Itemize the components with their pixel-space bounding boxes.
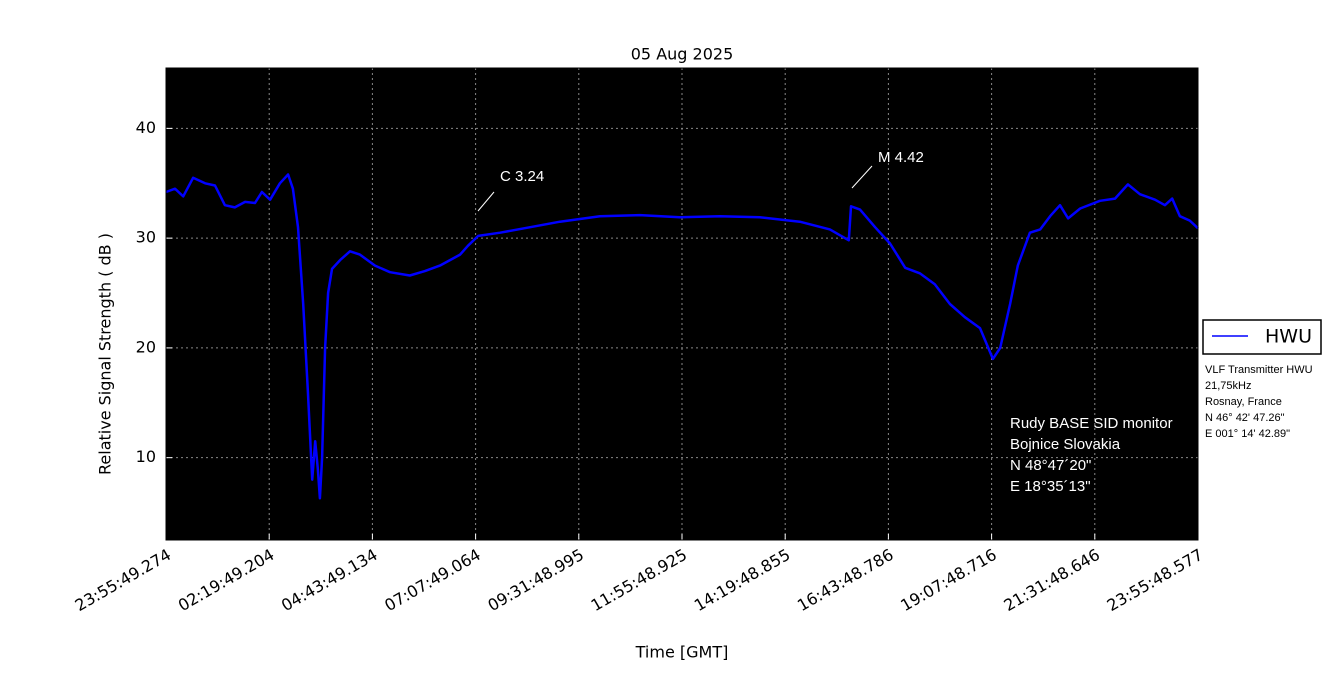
- legend-label: HWU: [1265, 326, 1312, 348]
- y-tick-label: 20: [136, 337, 156, 356]
- annotation-pointer: [851, 165, 873, 189]
- x-tick-label: 02:19:49.204: [175, 545, 278, 615]
- plot-frame: [165, 67, 1199, 541]
- chart-title: 05 Aug 2025: [631, 45, 734, 64]
- station-info: Rudy BASE SID monitor: [1010, 415, 1173, 432]
- y-axis-label: Relative Signal Strength ( dB ): [96, 233, 115, 475]
- x-tick-label: 11:55:48.925: [588, 545, 691, 615]
- legend-box: [1202, 319, 1322, 355]
- x-tick-label: 09:31:48.995: [484, 545, 587, 615]
- x-tick-label: 21:31:48.646: [1000, 545, 1103, 615]
- annotation-pointer: [477, 191, 495, 212]
- x-tick-label: 19:07:48.716: [897, 545, 1000, 615]
- station-info: Bojnice Slovakia: [1010, 436, 1121, 453]
- transmitter-info: VLF Transmitter HWU: [1205, 364, 1313, 376]
- y-tick-label: 30: [136, 228, 156, 247]
- y-tick-label: 40: [136, 118, 156, 137]
- station-info: E 18°35´13": [1010, 478, 1091, 495]
- x-tick-label: 16:43:48.786: [794, 545, 897, 615]
- x-tick-label: 04:43:49.134: [278, 545, 381, 615]
- transmitter-info: E 001° 14' 42.89": [1205, 428, 1290, 440]
- transmitter-info: N 46° 42' 47.26": [1205, 412, 1285, 424]
- x-tick-label: 23:55:48.577: [1104, 545, 1207, 615]
- x-tick-label: 07:07:49.064: [381, 545, 484, 615]
- x-tick-label: 23:55:49.274: [72, 545, 175, 615]
- station-info: N 48°47´20": [1010, 457, 1091, 474]
- data-line: [165, 173, 1199, 500]
- x-axis-label: Time [GMT]: [635, 643, 729, 662]
- annotation: C 3.24: [500, 168, 544, 185]
- transmitter-info: 21,75kHz: [1205, 380, 1251, 392]
- transmitter-info: Rosnay, France: [1205, 396, 1282, 408]
- annotation: M 4.42: [878, 149, 924, 166]
- x-tick-label: 14:19:48.855: [691, 545, 794, 615]
- y-tick-label: 10: [136, 447, 156, 466]
